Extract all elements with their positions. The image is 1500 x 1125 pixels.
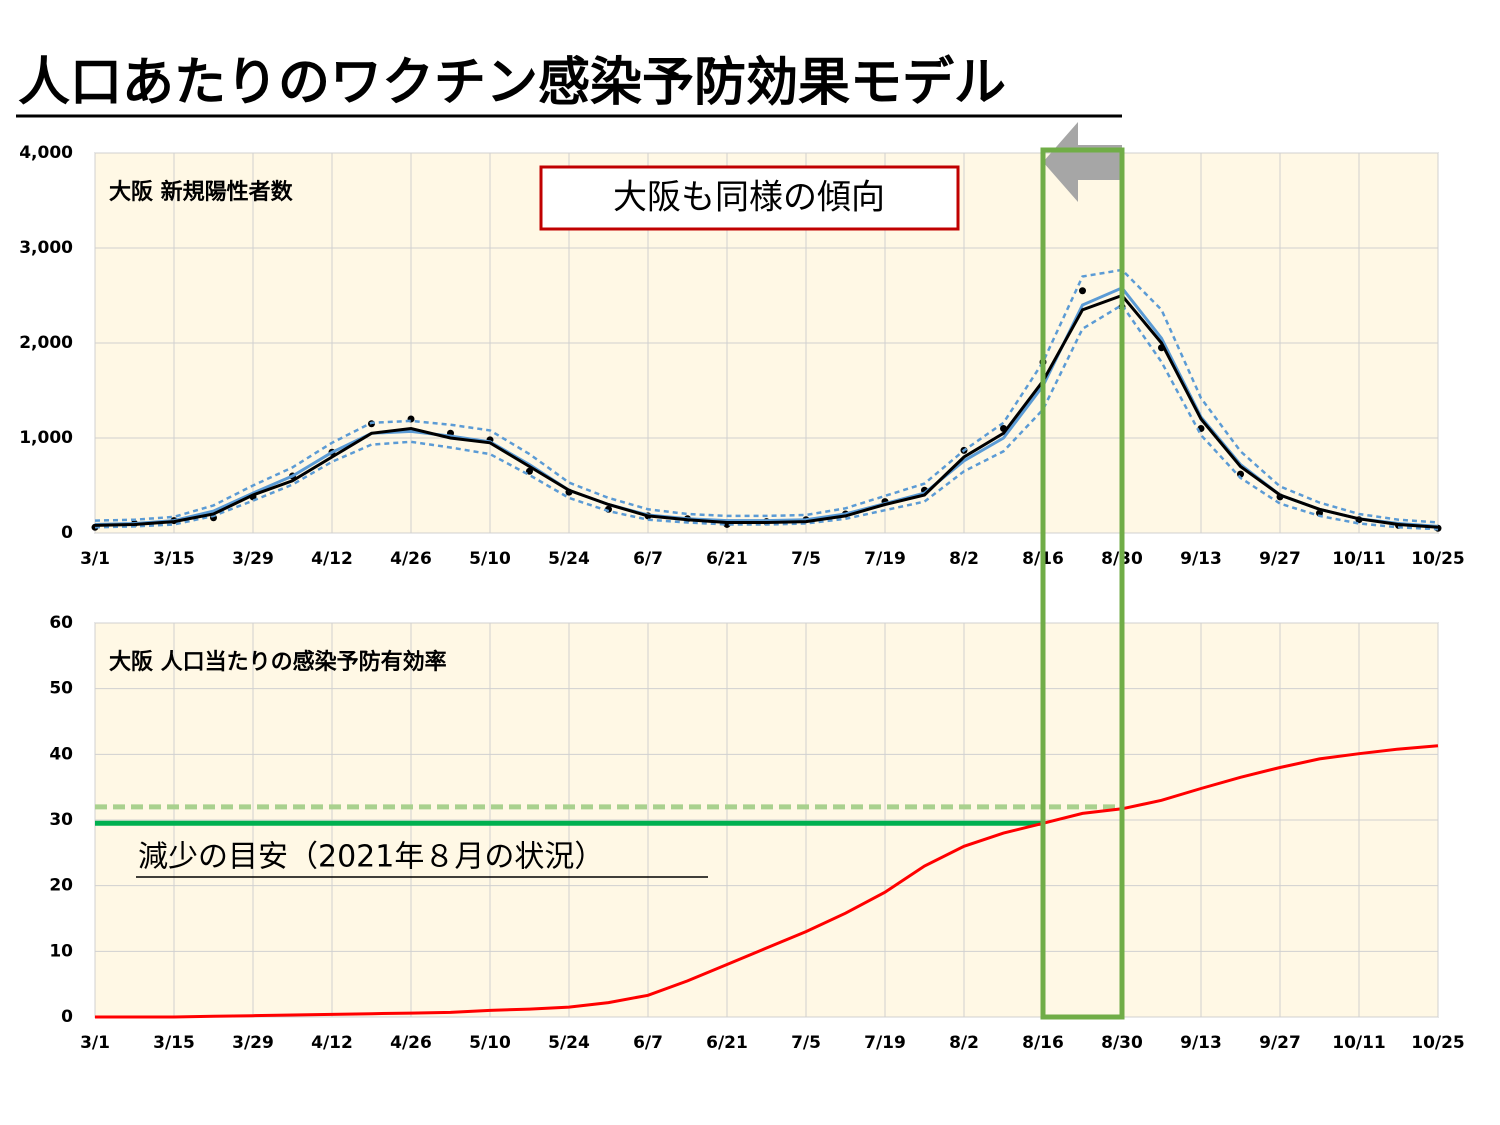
x-tick-label: 5/24 xyxy=(548,1033,590,1053)
page-title: 人口あたりのワクチン感染予防効果モデル xyxy=(18,53,1006,113)
x-tick-label: 10/25 xyxy=(1411,1033,1465,1053)
x-tick-label: 9/27 xyxy=(1259,1033,1301,1053)
y-tick-label: 10 xyxy=(49,941,73,961)
x-tick-label: 9/27 xyxy=(1259,549,1301,569)
data-line xyxy=(95,744,1439,1019)
data-line xyxy=(94,293,1439,529)
data-line xyxy=(94,268,1439,524)
x-tick-label: 4/26 xyxy=(390,1033,432,1053)
x-tick-label: 8/2 xyxy=(949,1033,979,1053)
x-tick-label: 6/7 xyxy=(633,549,663,569)
x-tick-label: 10/11 xyxy=(1332,549,1386,569)
x-tick-label: 3/1 xyxy=(80,1033,110,1053)
x-tick-label: 7/5 xyxy=(791,549,821,569)
x-tick-label: 9/13 xyxy=(1180,1033,1222,1053)
chart-title: 大阪 人口当たりの感染予防有効率 xyxy=(109,649,447,675)
y-tick-label: 50 xyxy=(49,679,73,699)
x-tick-label: 7/19 xyxy=(864,549,906,569)
x-tick-label: 9/13 xyxy=(1180,549,1222,569)
annotation: 大阪も同様の傾向 xyxy=(613,178,885,218)
x-tick-label: 3/15 xyxy=(153,1033,195,1053)
annotation-box xyxy=(539,165,960,231)
x-tick-label: 3/29 xyxy=(232,1033,274,1053)
highlight-window xyxy=(1040,147,1125,1020)
arrow xyxy=(1043,122,1122,202)
y-tick-label: 20 xyxy=(49,876,73,896)
x-tick-label: 3/29 xyxy=(232,549,274,569)
x-tick-label: 6/21 xyxy=(706,1033,748,1053)
y-tick-label: 0 xyxy=(61,523,73,543)
x-tick-label: 4/12 xyxy=(311,1033,353,1053)
x-tick-label: 10/25 xyxy=(1411,549,1465,569)
x-tick-label: 6/21 xyxy=(706,549,748,569)
x-tick-label: 4/26 xyxy=(390,549,432,569)
x-tick-label: 8/30 xyxy=(1101,1033,1143,1053)
x-tick-label: 5/10 xyxy=(469,549,511,569)
y-tick-label: 0 xyxy=(61,1007,73,1027)
note: 減少の目安（2021年８月の状況） xyxy=(138,840,604,875)
y-tick-label: 2,000 xyxy=(19,333,73,353)
x-tick-label: 3/15 xyxy=(153,549,195,569)
x-tick-label: 7/19 xyxy=(864,1033,906,1053)
x-tick-label: 5/24 xyxy=(548,549,590,569)
x-tick-label: 6/7 xyxy=(633,1033,663,1053)
x-tick-label: 10/11 xyxy=(1332,1033,1386,1053)
x-tick-label: 5/10 xyxy=(469,1033,511,1053)
y-tick-label: 40 xyxy=(49,744,73,764)
x-tick-label: 8/16 xyxy=(1022,1033,1064,1053)
x-tick-label: 7/5 xyxy=(791,1033,821,1053)
y-tick-label: 30 xyxy=(49,810,73,830)
x-tick-label: 3/1 xyxy=(80,549,110,569)
y-tick-label: 3,000 xyxy=(19,238,73,258)
data-dot xyxy=(1316,509,1323,517)
x-tick-label: 8/2 xyxy=(949,549,979,569)
x-tick-label: 4/12 xyxy=(311,549,353,569)
y-tick-label: 4,000 xyxy=(19,143,73,163)
chart-title: 大阪 新規陽性者数 xyxy=(109,179,294,205)
y-tick-label: 1,000 xyxy=(19,428,73,448)
data-line xyxy=(94,303,1439,531)
y-tick-label: 60 xyxy=(49,613,73,633)
data-dot xyxy=(1079,287,1086,295)
